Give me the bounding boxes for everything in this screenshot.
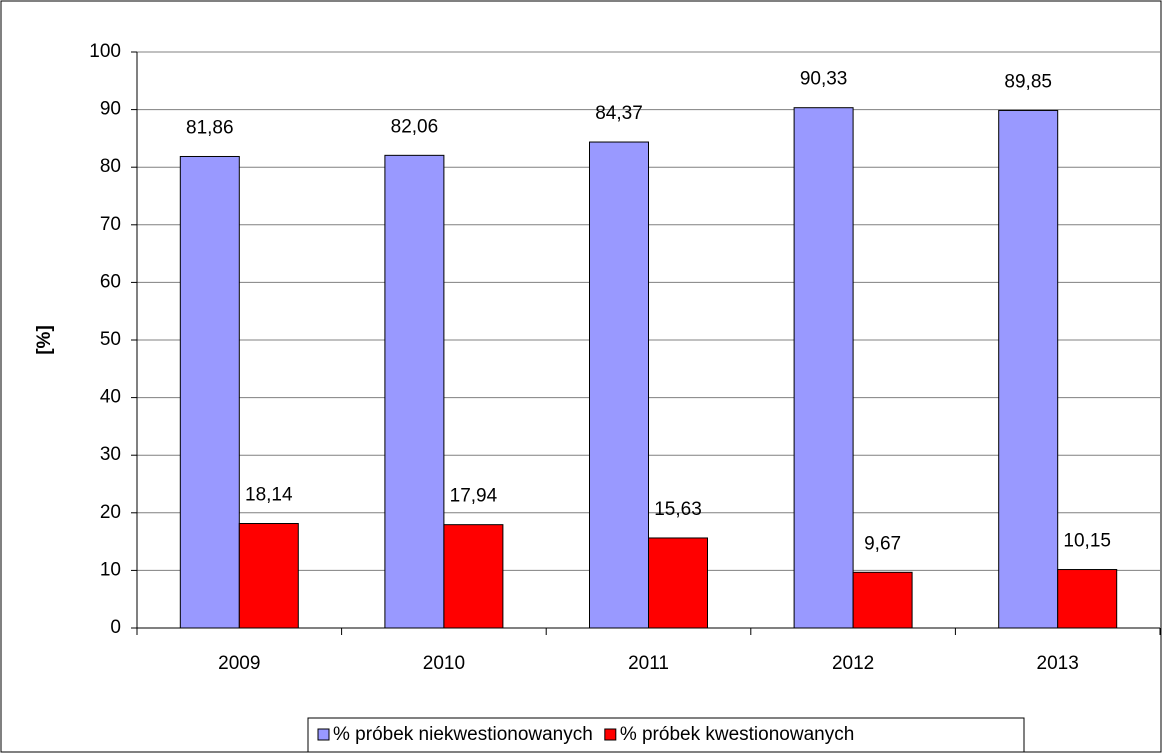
- x-tick-label: 2010: [423, 653, 465, 674]
- y-tick-label: 60: [100, 271, 121, 292]
- x-tick-label: 2012: [832, 653, 874, 674]
- y-tick-label: 70: [100, 214, 121, 235]
- bar: [1057, 569, 1118, 629]
- bar: [793, 107, 854, 629]
- x-tick-label: 2009: [218, 653, 260, 674]
- y-tick-label: 0: [110, 617, 121, 638]
- legend-swatch: [604, 728, 617, 741]
- x-tick-label: 2013: [1037, 653, 1079, 674]
- y-axis-label: [%]: [34, 325, 55, 355]
- bar: [998, 109, 1059, 629]
- bar: [852, 571, 913, 629]
- bar: [179, 155, 240, 629]
- x-tick-label: 2011: [628, 653, 669, 674]
- bar: [589, 141, 649, 629]
- legend-label: % próbek niekwestionowanych: [333, 724, 593, 745]
- y-tick-label: 90: [100, 99, 121, 120]
- y-tick-label: 50: [100, 329, 121, 350]
- y-tick-label: 80: [100, 156, 121, 177]
- legend-label: % próbek kwestionowanych: [620, 724, 854, 745]
- value-label: 84,37: [595, 103, 643, 124]
- value-label: 18,14: [245, 485, 293, 506]
- value-label: 90,33: [800, 69, 848, 90]
- y-tick-label: 40: [100, 387, 121, 408]
- legend-box: [307, 717, 1025, 753]
- bar: [648, 537, 708, 629]
- value-label: 10,15: [1063, 531, 1111, 552]
- y-tick-label: 10: [100, 559, 121, 580]
- value-label: 15,63: [654, 499, 702, 520]
- bar: [443, 524, 504, 629]
- bar: [384, 154, 445, 629]
- y-tick-label: 30: [100, 444, 121, 465]
- legend-swatch: [317, 728, 330, 741]
- y-tick-label: 100: [89, 41, 121, 62]
- value-label: 81,86: [186, 118, 234, 139]
- value-label: 82,06: [391, 116, 439, 137]
- value-label: 9,67: [864, 533, 901, 554]
- value-label: 17,94: [450, 486, 498, 507]
- y-tick-label: 20: [100, 502, 121, 523]
- bar: [238, 523, 299, 629]
- value-label: 89,85: [1004, 71, 1052, 92]
